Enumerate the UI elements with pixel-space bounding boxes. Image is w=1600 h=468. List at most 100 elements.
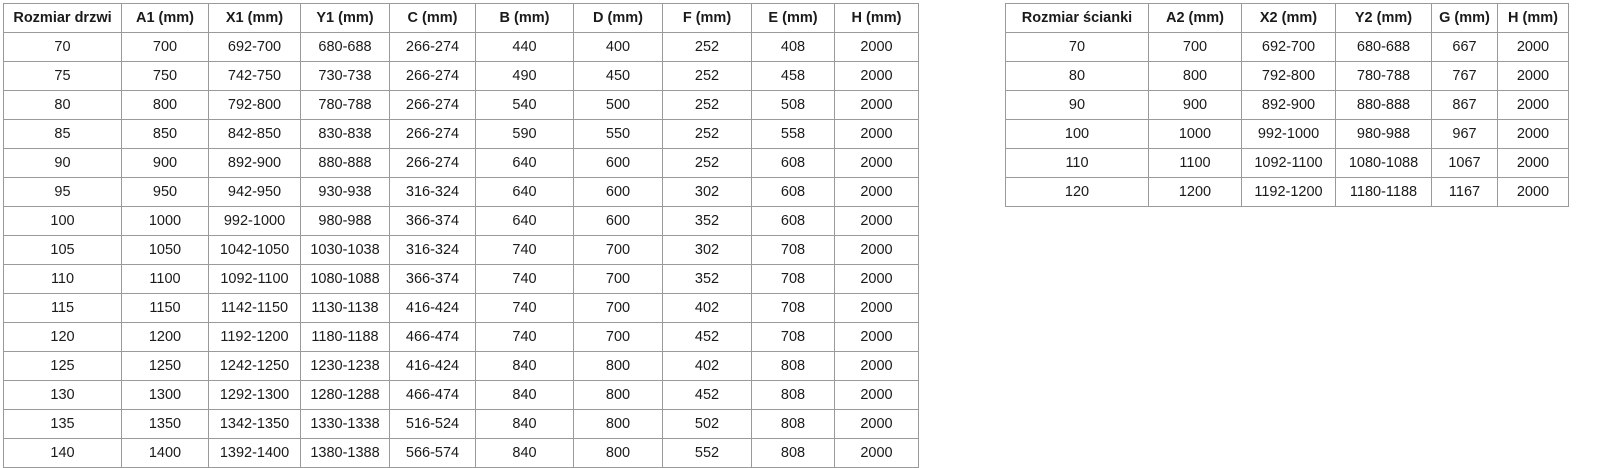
door-cell: 125 — [3, 351, 122, 381]
wall-cell: 1167 — [1431, 177, 1498, 207]
door-table-row: 70 700 692-700 680-688 266-274 440 400 252 408 20… — [3, 32, 919, 62]
door-cell: 408 — [751, 32, 835, 62]
wall-cell: 2000 — [1497, 32, 1569, 62]
door-cell: 2000 — [834, 90, 919, 120]
door-cell: 490 — [475, 61, 574, 91]
door-cell: 992-1000 — [208, 206, 301, 236]
door-cell: 100 — [3, 206, 122, 236]
door-cell: 800 — [573, 438, 663, 468]
door-cell: 640 — [475, 206, 574, 236]
door-table-row: 85 850 842-850 830-838 266-274 590 550 252 558 20… — [3, 119, 919, 149]
door-cell: 1100 — [121, 264, 209, 294]
door-cell: 252 — [662, 61, 752, 91]
door-table-row: 100 1000 992-1000 980-988 366-374 640 600 352 60… — [3, 206, 919, 236]
door-cell: 252 — [662, 90, 752, 120]
door-cell: 1142-1150 — [208, 293, 301, 323]
door-cell: 110 — [3, 264, 122, 294]
door-cell: 352 — [662, 264, 752, 294]
door-cell: 808 — [751, 380, 835, 410]
door-cell: 708 — [751, 322, 835, 352]
door-cell: 85 — [3, 119, 122, 149]
door-cell: 302 — [662, 177, 752, 207]
wall-cell: 120 — [1005, 177, 1149, 207]
door-cell: 452 — [662, 322, 752, 352]
door-cell: 808 — [751, 351, 835, 381]
door-table-row: 90 900 892-900 880-888 266-274 640 600 252 608 20… — [3, 148, 919, 178]
door-cell: 1050 — [121, 235, 209, 265]
wall-cell: 792-800 — [1241, 61, 1336, 91]
door-col-header-e: E (mm) — [751, 3, 835, 33]
door-table-row: 75 750 742-750 730-738 266-274 490 450 252 458 20… — [3, 61, 919, 91]
door-cell: 2000 — [834, 380, 919, 410]
door-cell: 115 — [3, 293, 122, 323]
door-cell: 80 — [3, 90, 122, 120]
door-cell: 266-274 — [389, 32, 476, 62]
door-cell: 140 — [3, 438, 122, 468]
wall-col-header-y2: Y2 (mm) — [1335, 3, 1432, 33]
door-cell: 840 — [475, 351, 574, 381]
door-table-row: 115 1150 1142-1150 1130-1138 416-424 740 700 40… — [3, 293, 919, 323]
door-cell: 1030-1038 — [300, 235, 390, 265]
door-col-header-a1: A1 (mm) — [121, 3, 209, 33]
door-table-row: 110 1100 1092-1100 1080-1088 366-374 740 700 35… — [3, 264, 919, 294]
wall-cell: 680-688 — [1335, 32, 1432, 62]
door-cell: 252 — [662, 148, 752, 178]
door-cell: 75 — [3, 61, 122, 91]
door-cell: 808 — [751, 438, 835, 468]
wall-table-header-row: Rozmiar ścianki A2 (mm) X2 (mm) Y2 (mm) … — [1005, 3, 1569, 33]
door-cell: 850 — [121, 119, 209, 149]
door-cell: 708 — [751, 264, 835, 294]
door-dimensions-table: Rozmiar drzwi A1 (mm) X1 (mm) Y1 (mm) C … — [3, 3, 919, 468]
door-cell: 708 — [751, 235, 835, 265]
wall-cell: 1092-1100 — [1241, 148, 1336, 178]
door-cell: 808 — [751, 409, 835, 439]
door-table-row: 140 1400 1392-1400 1380-1388 566-574 840 800 55… — [3, 438, 919, 468]
door-cell: 252 — [662, 119, 752, 149]
door-table-row: 80 800 792-800 780-788 266-274 540 500 252 508 20… — [3, 90, 919, 120]
door-cell: 930-938 — [300, 177, 390, 207]
wall-cell: 1100 — [1148, 148, 1242, 178]
door-col-header-rozmiar-drzwi: Rozmiar drzwi — [3, 3, 122, 33]
wall-cell: 1180-1188 — [1335, 177, 1432, 207]
door-cell: 600 — [573, 177, 663, 207]
door-cell: 508 — [751, 90, 835, 120]
wall-col-header-rozmiar-scianki: Rozmiar ścianki — [1005, 3, 1149, 33]
door-cell: 2000 — [834, 293, 919, 323]
door-cell: 740 — [475, 235, 574, 265]
wall-cell: 980-988 — [1335, 119, 1432, 149]
door-cell: 608 — [751, 148, 835, 178]
door-table-row: 125 1250 1242-1250 1230-1238 416-424 840 800 40… — [3, 351, 919, 381]
wall-cell: 780-788 — [1335, 61, 1432, 91]
wall-cell: 1080-1088 — [1335, 148, 1432, 178]
door-cell: 740 — [475, 264, 574, 294]
wall-cell: 992-1000 — [1241, 119, 1336, 149]
door-cell: 1350 — [121, 409, 209, 439]
door-col-header-h: H (mm) — [834, 3, 919, 33]
door-cell: 316-324 — [389, 177, 476, 207]
wall-cell: 100 — [1005, 119, 1149, 149]
wall-table-row: 80 800 792-800 780-788 767 2000 — [1005, 61, 1569, 91]
door-cell: 680-688 — [300, 32, 390, 62]
door-cell: 252 — [662, 32, 752, 62]
wall-table-row: 100 1000 992-1000 980-988 967 2000 — [1005, 119, 1569, 149]
door-cell: 90 — [3, 148, 122, 178]
door-cell: 700 — [573, 293, 663, 323]
wall-table-head: Rozmiar ścianki A2 (mm) X2 (mm) Y2 (mm) … — [1005, 3, 1569, 33]
door-cell: 1392-1400 — [208, 438, 301, 468]
door-col-header-c: C (mm) — [389, 3, 476, 33]
wall-cell: 867 — [1431, 90, 1498, 120]
door-cell: 980-988 — [300, 206, 390, 236]
wall-cell: 70 — [1005, 32, 1149, 62]
door-cell: 266-274 — [389, 61, 476, 91]
door-cell: 2000 — [834, 32, 919, 62]
door-cell: 942-950 — [208, 177, 301, 207]
door-cell: 1042-1050 — [208, 235, 301, 265]
door-cell: 302 — [662, 235, 752, 265]
door-cell: 135 — [3, 409, 122, 439]
door-cell: 590 — [475, 119, 574, 149]
door-cell: 708 — [751, 293, 835, 323]
door-cell: 1080-1088 — [300, 264, 390, 294]
door-cell: 600 — [573, 206, 663, 236]
door-cell: 700 — [573, 235, 663, 265]
door-table-body: 70 700 692-700 680-688 266-274 440 400 252 408 20… — [3, 32, 919, 468]
